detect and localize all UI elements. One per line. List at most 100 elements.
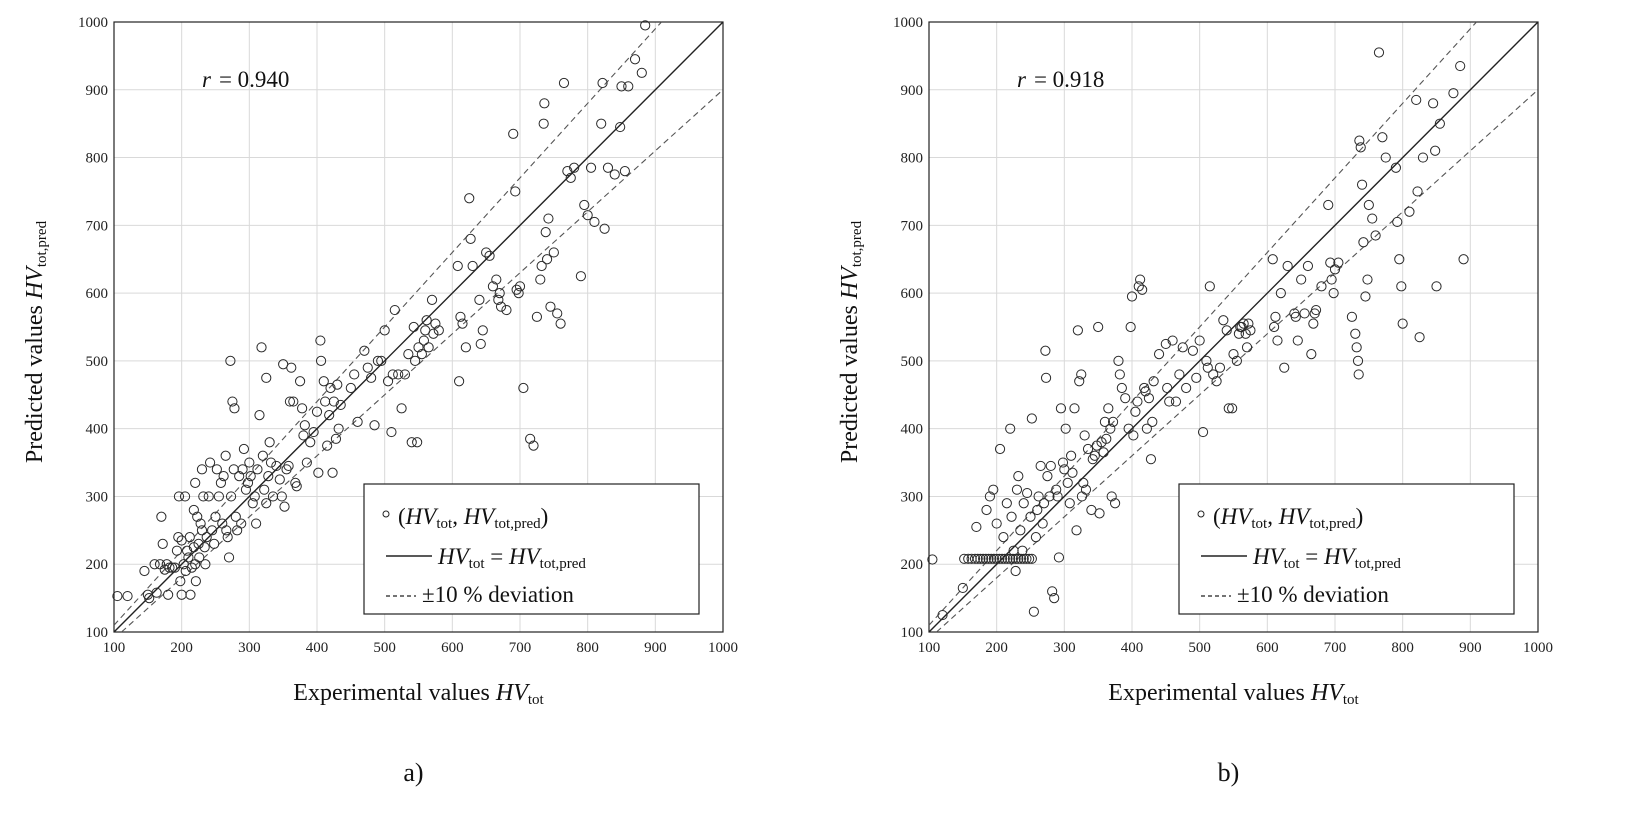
x-tick-label: 600	[441, 640, 464, 656]
data-point	[430, 318, 441, 329]
data-point	[1137, 284, 1148, 295]
data-point	[957, 582, 968, 594]
data-point	[491, 274, 502, 285]
data-point	[539, 98, 550, 109]
y-tick-label: 400	[901, 422, 924, 438]
data-point	[1015, 553, 1027, 564]
y-tick-label: 500	[86, 354, 109, 370]
data-point	[1024, 553, 1035, 564]
data-point	[558, 77, 570, 89]
data-point	[1148, 376, 1159, 387]
data-point	[247, 498, 258, 509]
data-point	[518, 382, 529, 394]
data-point	[1013, 553, 1024, 564]
legend-entry-deviation-a: ±10 % deviation	[422, 582, 574, 607]
data-point	[196, 525, 208, 536]
data-point	[484, 250, 495, 261]
data-points-a	[112, 20, 651, 604]
data-point	[299, 420, 310, 431]
data-point	[201, 532, 212, 543]
data-point	[575, 271, 587, 282]
data-point	[318, 376, 329, 387]
data-point	[1080, 484, 1092, 495]
data-point	[156, 511, 167, 522]
data-point	[1071, 525, 1082, 536]
data-point	[198, 491, 209, 502]
legend-entry-identity-a: HVtot = HVtot,pred	[437, 544, 586, 572]
data-point	[372, 355, 383, 366]
data-point	[1430, 145, 1441, 156]
data-point	[151, 587, 162, 598]
data-point	[1143, 393, 1155, 404]
data-point	[225, 491, 237, 502]
y-tick-label: 200	[901, 557, 924, 573]
data-point	[1011, 484, 1023, 495]
data-point	[454, 376, 465, 387]
data-point	[1032, 504, 1043, 516]
data-point	[386, 426, 397, 438]
data-point	[1221, 325, 1232, 336]
data-point	[1363, 199, 1374, 211]
data-point	[345, 382, 356, 394]
data-point	[1133, 281, 1144, 292]
data-point	[1362, 274, 1373, 285]
data-point	[991, 553, 1002, 564]
legend-entry-points-a: (HVtot, HVtot,pred)	[398, 504, 548, 532]
data-point	[1346, 311, 1358, 322]
data-point	[274, 474, 285, 485]
data-point	[1201, 355, 1212, 366]
legend-marker-b	[1197, 510, 1205, 518]
data-point	[183, 552, 194, 563]
data-point	[1128, 430, 1139, 441]
x-tick-label: 300	[1053, 640, 1076, 656]
y-tick-label: 400	[86, 422, 109, 438]
data-point	[301, 457, 312, 468]
y-tick-label: 900	[901, 83, 924, 99]
data-point	[1227, 403, 1238, 414]
data-point	[257, 450, 268, 461]
data-point	[1072, 325, 1083, 336]
data-point	[298, 430, 309, 441]
data-point	[335, 399, 346, 411]
data-points-b	[927, 47, 1469, 621]
data-point	[1394, 254, 1405, 265]
data-point	[619, 166, 630, 177]
x-tick-label: 900	[644, 640, 667, 656]
data-point	[203, 491, 214, 502]
data-point	[565, 172, 576, 183]
data-point	[297, 403, 308, 414]
data-point	[173, 491, 185, 502]
data-point	[349, 369, 360, 380]
data-point	[1417, 152, 1429, 163]
data-point	[998, 532, 1009, 543]
data-point	[412, 437, 423, 448]
data-point	[640, 20, 651, 31]
data-point	[1087, 454, 1098, 465]
data-point	[1241, 342, 1253, 353]
data-point	[324, 410, 335, 421]
data-point	[1310, 304, 1322, 316]
data-point	[242, 477, 254, 488]
data-point	[1057, 457, 1069, 468]
data-point	[376, 355, 387, 366]
data-point	[279, 501, 290, 512]
data-point	[1055, 403, 1067, 414]
data-point	[477, 325, 488, 336]
data-point	[237, 464, 248, 475]
data-point	[1076, 369, 1087, 380]
data-point	[1228, 349, 1239, 360]
data-point	[602, 162, 614, 173]
data-point	[996, 553, 1008, 564]
data-point	[122, 590, 133, 602]
data-point	[190, 576, 201, 587]
data-point	[240, 484, 252, 495]
data-point	[413, 342, 424, 353]
data-point	[159, 564, 170, 575]
x-tick-label: 900	[1459, 640, 1482, 656]
data-point	[1231, 355, 1242, 366]
data-point	[1021, 553, 1032, 564]
data-point	[1066, 450, 1077, 461]
data-point	[1101, 433, 1112, 444]
data-point	[1197, 426, 1209, 438]
data-point	[1367, 213, 1378, 224]
